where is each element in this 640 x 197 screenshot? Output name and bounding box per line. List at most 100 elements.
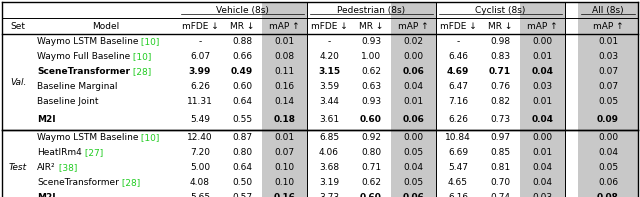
Text: 0.04: 0.04: [403, 163, 424, 172]
Text: MR ↓: MR ↓: [230, 21, 254, 31]
Text: SceneTransformer: SceneTransformer: [37, 178, 119, 187]
Text: 0.93: 0.93: [361, 97, 381, 106]
Text: 0.70: 0.70: [490, 178, 510, 187]
Text: 0.93: 0.93: [361, 37, 381, 46]
Text: 0.60: 0.60: [232, 82, 252, 91]
Text: 0.98: 0.98: [490, 37, 510, 46]
Text: 4.20: 4.20: [319, 52, 339, 61]
Text: 6.26: 6.26: [190, 82, 210, 91]
Text: 0.49: 0.49: [231, 67, 253, 76]
Text: MR ↓: MR ↓: [488, 21, 512, 31]
Text: 0.57: 0.57: [232, 193, 252, 197]
Text: Waymo LSTM Baseline: Waymo LSTM Baseline: [37, 133, 138, 142]
Text: 7.16: 7.16: [448, 97, 468, 106]
Text: 7.20: 7.20: [190, 148, 210, 157]
Text: 0.81: 0.81: [490, 163, 510, 172]
Text: -: -: [328, 37, 331, 46]
Text: mFDE ↓: mFDE ↓: [440, 21, 476, 31]
Text: 0.66: 0.66: [232, 52, 252, 61]
Text: 0.87: 0.87: [232, 133, 252, 142]
Text: All (8s): All (8s): [592, 6, 624, 15]
Text: 3.61: 3.61: [319, 115, 339, 124]
Text: 0.07: 0.07: [275, 148, 294, 157]
Text: 0.04: 0.04: [532, 163, 552, 172]
Text: [10]: [10]: [138, 37, 160, 46]
Text: 0.16: 0.16: [273, 193, 296, 197]
Text: HeatIRm4: HeatIRm4: [37, 148, 82, 157]
Text: [27]: [27]: [82, 148, 103, 157]
Text: 12.40: 12.40: [187, 133, 213, 142]
Text: 6.16: 6.16: [448, 193, 468, 197]
Text: [10]: [10]: [138, 133, 160, 142]
Text: 10.84: 10.84: [445, 133, 471, 142]
Text: 3.44: 3.44: [319, 97, 339, 106]
Text: SceneTransformer: SceneTransformer: [37, 67, 130, 76]
Text: 3.19: 3.19: [319, 178, 339, 187]
Text: 0.85: 0.85: [490, 148, 510, 157]
Text: 0.18: 0.18: [273, 115, 296, 124]
Text: 5.65: 5.65: [190, 193, 210, 197]
Text: 0.06: 0.06: [403, 67, 424, 76]
Bar: [262, 2, 307, 197]
Text: 0.07: 0.07: [598, 67, 618, 76]
Text: mFDE ↓: mFDE ↓: [310, 21, 348, 31]
Bar: [391, 2, 436, 197]
Text: 0.08: 0.08: [275, 52, 294, 61]
Text: Set: Set: [10, 21, 26, 31]
Text: Val.: Val.: [10, 77, 26, 86]
Text: 0.92: 0.92: [361, 133, 381, 142]
Text: Test: Test: [9, 163, 27, 172]
Text: Pedestrian (8s): Pedestrian (8s): [337, 6, 406, 15]
Text: 11.31: 11.31: [187, 97, 213, 106]
Text: 0.04: 0.04: [532, 178, 552, 187]
Text: mAP ↑: mAP ↑: [269, 21, 300, 31]
Text: MR ↓: MR ↓: [359, 21, 383, 31]
Text: 0.02: 0.02: [403, 37, 424, 46]
Text: 6.46: 6.46: [448, 52, 468, 61]
Text: 0.08: 0.08: [597, 193, 619, 197]
Text: 4.65: 4.65: [448, 178, 468, 187]
Text: 0.01: 0.01: [532, 97, 552, 106]
Text: 4.08: 4.08: [190, 178, 210, 187]
Text: 0.01: 0.01: [598, 37, 618, 46]
Text: Vehicle (8s): Vehicle (8s): [216, 6, 269, 15]
Text: 5.49: 5.49: [190, 115, 210, 124]
Text: Model: Model: [92, 21, 120, 31]
Text: Baseline Marginal: Baseline Marginal: [37, 82, 118, 91]
Text: 0.09: 0.09: [597, 115, 619, 124]
Text: 0.16: 0.16: [275, 82, 294, 91]
Text: 0.55: 0.55: [232, 115, 252, 124]
Text: 0.14: 0.14: [275, 97, 294, 106]
Text: 0.03: 0.03: [598, 52, 618, 61]
Text: 0.06: 0.06: [403, 193, 424, 197]
Text: 0.76: 0.76: [490, 82, 510, 91]
Text: [28]: [28]: [130, 67, 151, 76]
Text: [28]: [28]: [119, 178, 140, 187]
Text: 6.07: 6.07: [190, 52, 210, 61]
Text: 0.82: 0.82: [490, 97, 510, 106]
Text: 0.10: 0.10: [275, 178, 294, 187]
Text: 0.01: 0.01: [532, 52, 552, 61]
Text: 0.00: 0.00: [532, 37, 552, 46]
Text: 0.06: 0.06: [598, 178, 618, 187]
Text: 0.01: 0.01: [532, 148, 552, 157]
Text: 0.01: 0.01: [403, 97, 424, 106]
Text: 3.15: 3.15: [318, 67, 340, 76]
Text: 0.71: 0.71: [361, 163, 381, 172]
Text: mAP ↑: mAP ↑: [593, 21, 623, 31]
Text: 6.47: 6.47: [448, 82, 468, 91]
Text: -: -: [456, 37, 460, 46]
Text: 0.05: 0.05: [403, 178, 424, 187]
Text: 4.06: 4.06: [319, 148, 339, 157]
Bar: [578, 2, 638, 197]
Text: 3.68: 3.68: [319, 163, 339, 172]
Text: 0.10: 0.10: [275, 163, 294, 172]
Text: Baseline Joint: Baseline Joint: [37, 97, 99, 106]
Text: 0.11: 0.11: [275, 67, 294, 76]
Text: 0.00: 0.00: [532, 133, 552, 142]
Bar: [520, 2, 565, 197]
Text: 0.64: 0.64: [232, 163, 252, 172]
Text: 0.05: 0.05: [403, 148, 424, 157]
Text: 0.05: 0.05: [598, 97, 618, 106]
Text: 0.04: 0.04: [403, 82, 424, 91]
